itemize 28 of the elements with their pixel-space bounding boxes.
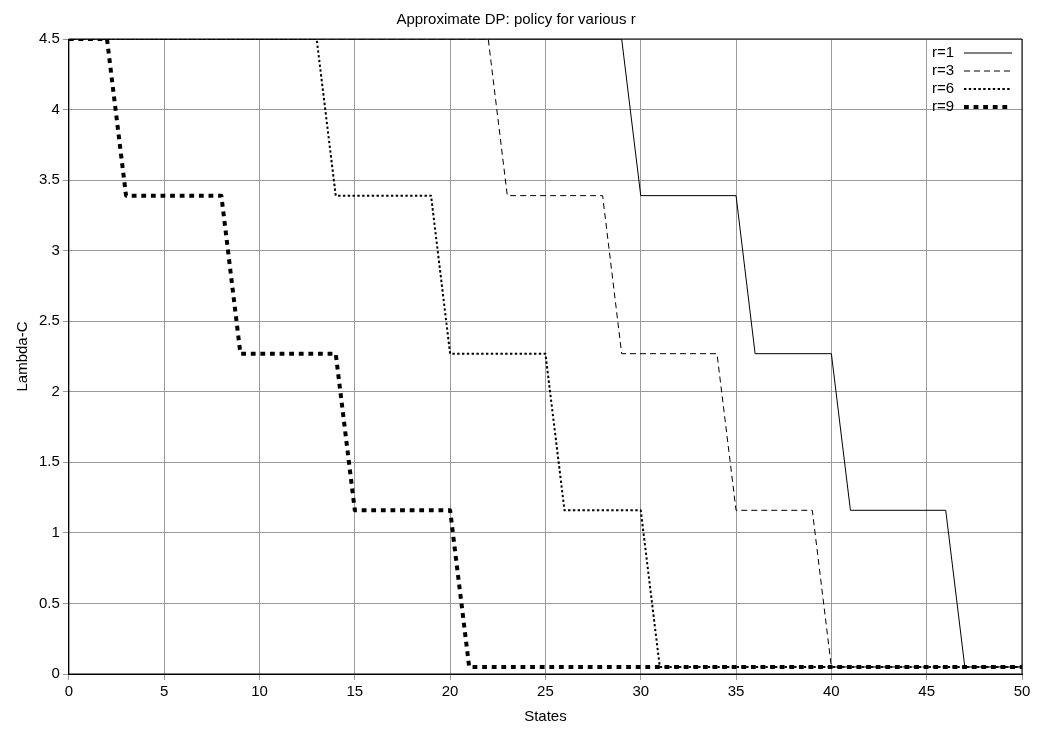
x-tick-label: 5 [159,682,169,700]
y-tick-label: 4.5 [38,29,60,47]
x-axis-title: States [524,707,567,725]
y-tick-label: 3 [51,240,60,258]
legend-label: r=3 [931,61,954,79]
legend-label: r=9 [931,97,954,115]
x-tick-label: 35 [727,682,745,700]
x-tick-label: 50 [1013,682,1031,700]
x-tick-label: 45 [918,682,936,700]
y-tick-label: 2.5 [38,311,60,329]
y-tick-label: 1 [51,523,60,541]
legend-label: r=1 [931,43,954,61]
y-tick-label: 3.5 [38,170,60,188]
y-tick-label: 2 [51,381,60,399]
chart-title: Approximate DP: policy for various r [396,10,636,28]
y-tick-label: 0 [51,664,60,682]
legend-label: r=6 [931,79,954,97]
x-tick-label: 0 [64,682,74,700]
y-axis-title: Lambda-C [13,321,31,392]
y-tick-label: 4 [51,99,60,117]
x-tick-label: 40 [823,682,840,700]
x-tick-label: 15 [346,682,364,700]
x-tick-label: 30 [632,682,650,700]
x-tick-label: 25 [537,682,554,700]
y-tick-label: 0.5 [38,593,60,611]
x-tick-label: 10 [251,682,268,700]
y-tick-label: 1.5 [38,452,60,470]
x-tick-label: 20 [441,682,459,700]
